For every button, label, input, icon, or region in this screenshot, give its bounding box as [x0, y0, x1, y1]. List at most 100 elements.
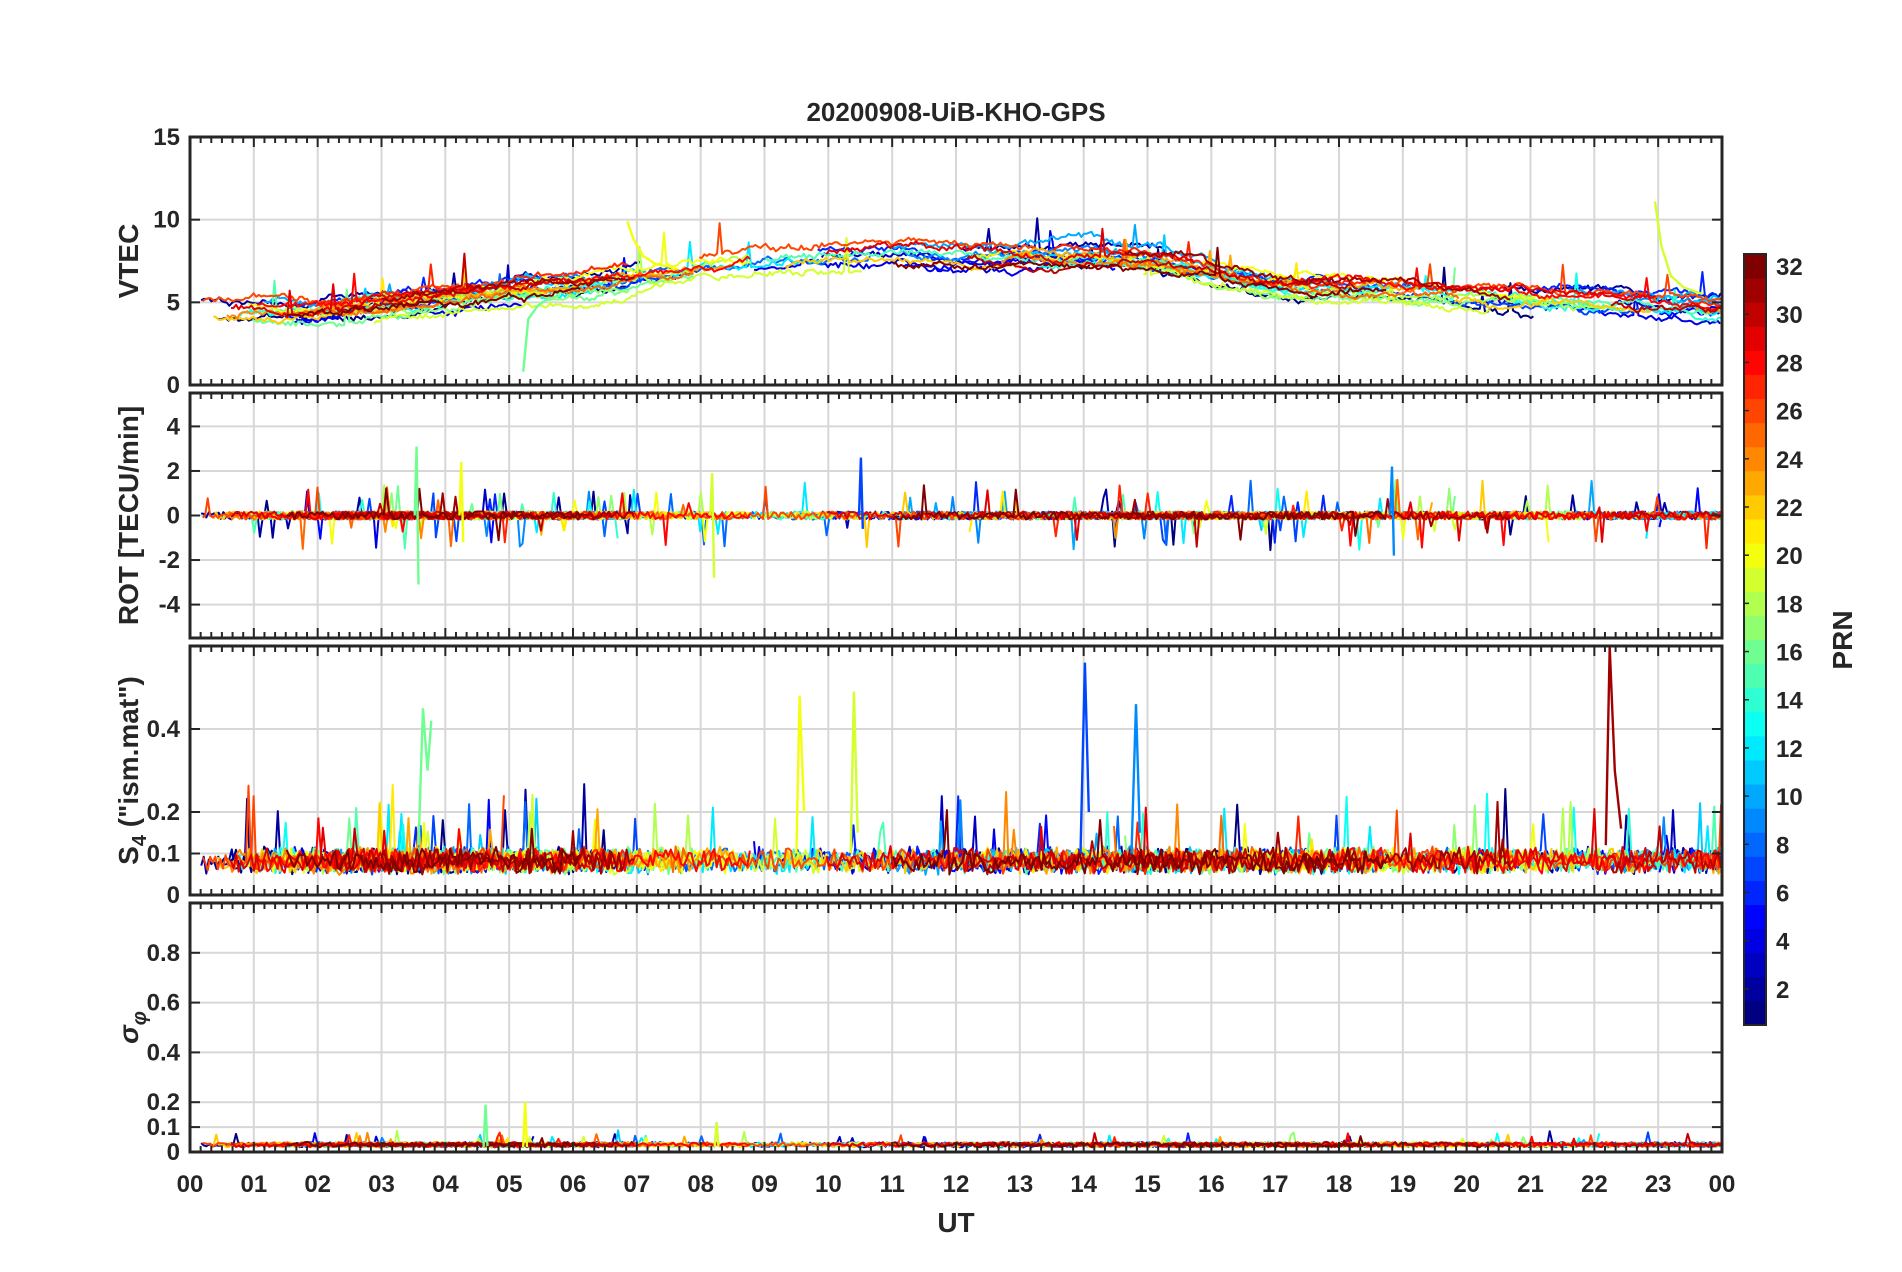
prn-28-trace: [257, 255, 751, 308]
rot-y-tick-label: -2: [159, 547, 180, 574]
colorbar-label: PRN: [1827, 610, 1858, 669]
colorbar-segment: [1744, 278, 1766, 303]
prn-29-trace: [230, 826, 477, 874]
s4-y-tick-label: 0.2: [147, 799, 180, 826]
prn-19-trace: [373, 237, 863, 325]
prn-22-trace: [1453, 296, 1652, 314]
prn-32-trace: [892, 809, 1387, 876]
colorbar-tick-label: 6: [1776, 880, 1789, 907]
prn-10-trace: [889, 223, 1241, 273]
prn-32-trace: [286, 487, 582, 542]
x-tick-label: 21: [1517, 1171, 1544, 1198]
s4-y-tick-label: 0.1: [147, 841, 180, 868]
prn-31-trace: [1124, 250, 1511, 301]
vtec-feature-trace: [626, 220, 676, 269]
colorbar-segment: [1744, 567, 1766, 592]
s4-panel: 0 0.1 0.2 0.4 S4 ("ism.mat"): [113, 644, 1724, 909]
colorbar-tick-label: 12: [1776, 736, 1803, 763]
sigma-phi-y-tick-label: 0.2: [147, 1089, 180, 1116]
vtec-y-tick-labels: 0 5 10 15: [153, 124, 180, 399]
s4-y-tick-labels: 0 0.1 0.2 0.4: [147, 716, 181, 909]
rot-panel: -4 -2 0 2 4 ROT [TECU/min]: [113, 391, 1724, 640]
prn-30-trace: [966, 254, 1358, 291]
colorbar-segment: [1744, 711, 1766, 737]
prn-32-trace: [893, 1135, 1387, 1149]
sigma-phi-axes-box: [188, 901, 1724, 1154]
colorbar-segment: [1744, 398, 1766, 424]
prn-32-trace: [286, 286, 581, 318]
prn-30-trace: [1610, 510, 1722, 521]
colorbar-segment: [1744, 374, 1766, 400]
colorbar-segment: [1744, 759, 1766, 785]
colorbar-segment: [1744, 422, 1766, 448]
rot-y-axis-label: ROT [TECU/min]: [113, 406, 144, 625]
colorbar-segments: [1744, 254, 1766, 1026]
prn-32-trace: [285, 827, 581, 875]
x-tick-label: 16: [1198, 1171, 1225, 1198]
s4-y-tick-label: 0: [167, 882, 180, 909]
prn-31-trace: [380, 830, 635, 876]
prn-29-trace: [825, 227, 1196, 264]
colorbar-segment: [1744, 470, 1766, 496]
s4-feature-trace: [849, 691, 859, 854]
x-axis-label: UT: [937, 1207, 974, 1238]
sigma-phi-feature-trace: [713, 1122, 720, 1148]
colorbar-segment: [1744, 494, 1766, 520]
x-tick-label: 07: [623, 1171, 650, 1198]
colorbar-tick-label: 18: [1776, 591, 1803, 618]
x-tick-label: 04: [432, 1171, 459, 1198]
vtec-y-tick-label: 5: [167, 289, 180, 316]
colorbar-segment: [1744, 639, 1766, 665]
rot-y-tick-label: 2: [167, 458, 180, 485]
x-tick-label: 06: [560, 1171, 587, 1198]
colorbar-tick-label: 10: [1776, 784, 1803, 811]
prn-29-trace: [1405, 281, 1657, 302]
colorbar-segment: [1744, 880, 1766, 906]
chart-title: 20200908-UiB-KHO-GPS: [806, 97, 1105, 127]
sigma-phi-y-tick-labels: 00.10.2 0.4 0.6 0.8: [147, 940, 181, 1166]
x-tick-label: 12: [943, 1171, 970, 1198]
vtec-feature-trace: [1653, 201, 1704, 296]
colorbar-segment: [1744, 663, 1766, 689]
prn-16-trace: [251, 274, 695, 328]
colorbar-segment: [1744, 519, 1766, 544]
s4-feature-trace: [1079, 662, 1090, 854]
vtec-y-tick-label: 15: [153, 124, 180, 151]
colorbar-tick-label: 32: [1776, 254, 1803, 281]
prn-29-trace: [1404, 808, 1657, 875]
x-tick-label: 23: [1645, 1171, 1672, 1198]
prn-5-trace: [902, 257, 1116, 271]
colorbar-segment: [1744, 856, 1766, 881]
prn-22-trace: [213, 300, 409, 325]
s4-feature-trace: [795, 695, 806, 854]
colorbar-segment: [1744, 928, 1766, 954]
colorbar-tick-label: 16: [1776, 640, 1803, 667]
rot-y-tick-label: 0: [167, 503, 180, 530]
prn-19-trace: [1143, 249, 1491, 315]
vtec-traces: [200, 201, 1722, 372]
colorbar-tick-label: 14: [1776, 688, 1803, 715]
x-tick-label: 05: [496, 1171, 523, 1198]
colorbar-segment: [1744, 735, 1766, 761]
x-tick-label: 09: [751, 1171, 778, 1198]
x-tick-label: 00: [1709, 1171, 1736, 1198]
colorbar-segment: [1744, 543, 1766, 568]
s4-y-axis-label: S4 ("ism.mat"): [113, 676, 151, 865]
x-tick-label: 10: [815, 1171, 842, 1198]
prn-26-trace: [1388, 804, 1722, 874]
s4-feature-trace: [1604, 646, 1623, 846]
rot-traces: [200, 446, 1722, 585]
colorbar-tick-label: 20: [1776, 543, 1803, 570]
prn-32-trace: [892, 246, 1387, 299]
colorbar-segment: [1744, 326, 1766, 351]
prn-32-trace: [892, 484, 1387, 541]
rot-feature-trace: [709, 473, 716, 578]
vtec-y-axis-label: VTEC: [113, 224, 144, 299]
colorbar-segment: [1744, 615, 1766, 640]
x-tick-label: 08: [687, 1171, 714, 1198]
colorbar-tick-label: 2: [1776, 977, 1789, 1004]
prn-32-trace: [286, 1137, 582, 1149]
rot-y-tick-labels: -4 -2 0 2 4: [159, 413, 181, 618]
